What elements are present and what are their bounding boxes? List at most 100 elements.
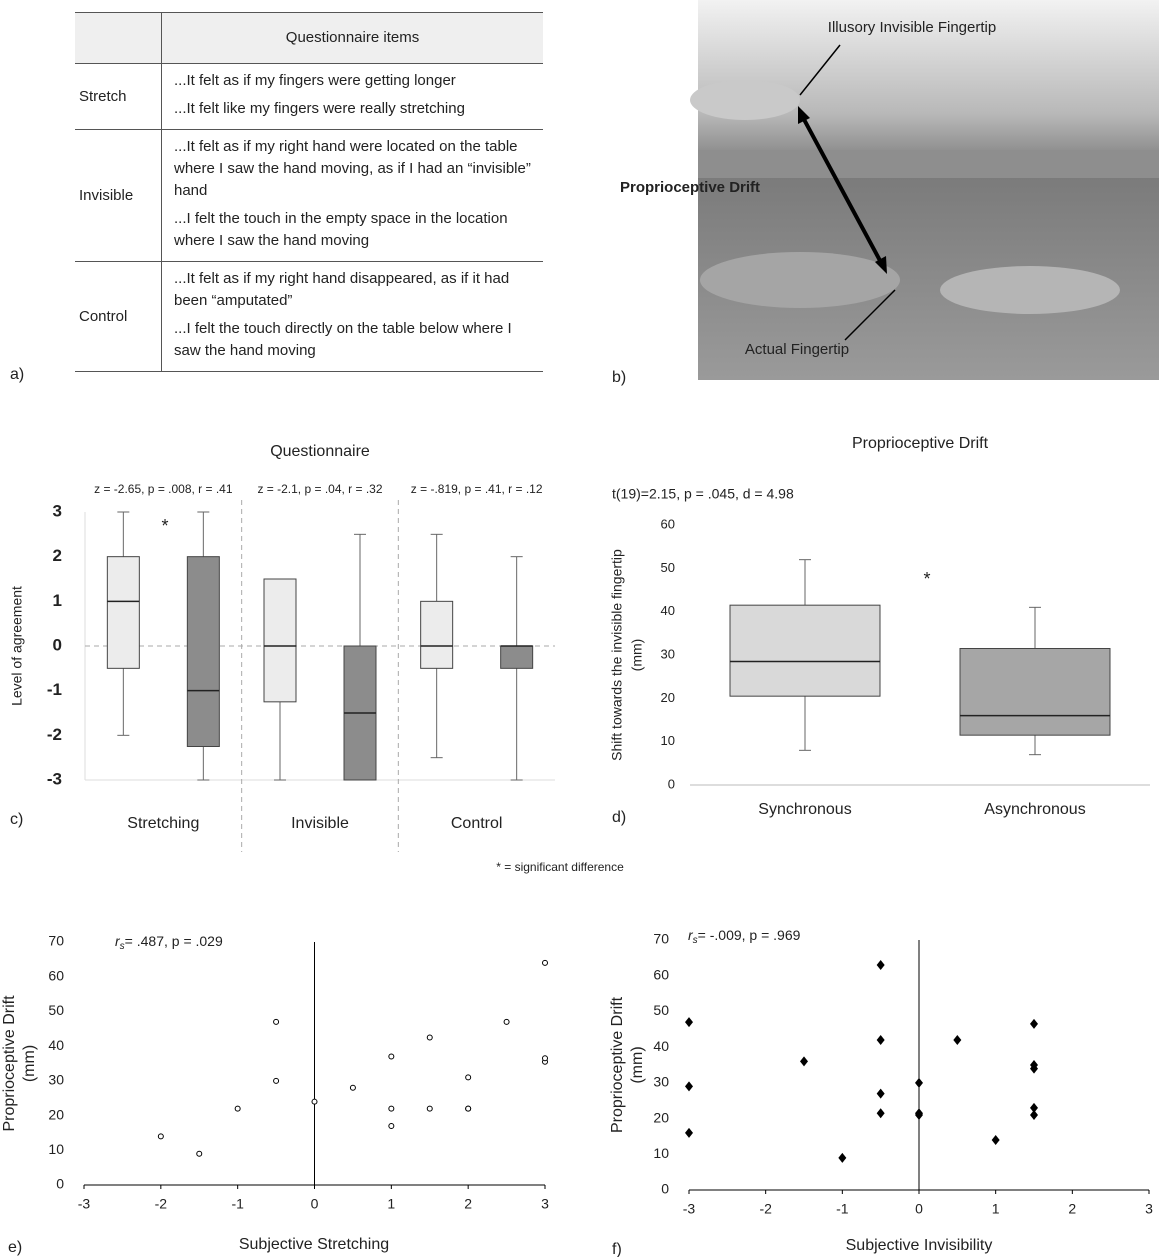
item: ...It felt as if my right hand disappear…	[174, 270, 510, 309]
x-tick-label: 0	[311, 1196, 319, 1212]
y-tick-label: 70	[653, 931, 669, 947]
y-tick-label: 20	[661, 690, 675, 705]
x-tick-label: 2	[1068, 1201, 1076, 1217]
point	[876, 1088, 885, 1099]
y-axis-label: Proprioceptive Drift	[609, 996, 626, 1133]
arrow-head	[875, 256, 887, 274]
table-row: Control ...It felt as if my right hand di…	[75, 261, 543, 372]
x-tick-label: 3	[1145, 1201, 1153, 1217]
label-pointer	[799, 44, 841, 96]
panel-label: b)	[612, 369, 626, 386]
y-tick-label: 2	[53, 546, 62, 565]
row-items: ...It felt as if my right hand were loca…	[161, 129, 543, 262]
x-tick-label: Invisible	[291, 815, 349, 832]
y-tick-label: 40	[661, 603, 675, 618]
row-label: Invisible	[75, 129, 162, 262]
arrow-head	[798, 106, 810, 124]
y-tick-label: 30	[653, 1074, 669, 1090]
point	[991, 1135, 1000, 1145]
box	[186, 556, 220, 748]
significance-mark: *	[161, 516, 168, 536]
point	[800, 1056, 808, 1067]
point	[1030, 1102, 1038, 1113]
y-tick-label: 1	[53, 591, 62, 610]
stat-text: = -.009, p = .969	[698, 927, 801, 943]
photo-label: Illusory Invisible Fingertip	[828, 19, 996, 36]
row-items: ...It felt as if my fingers were getting…	[161, 63, 543, 130]
stat-subscript: s	[120, 941, 125, 952]
annotation: t(19)=2.15, p = .045, d = 4.98	[612, 486, 794, 502]
stat-subscript: s	[693, 935, 698, 946]
x-tick-label: 2	[464, 1196, 472, 1212]
y-tick-label: 30	[661, 646, 675, 661]
note: * = significant difference	[496, 860, 624, 874]
point	[465, 1074, 472, 1081]
photo-label: Actual Fingertip	[745, 341, 849, 358]
point	[388, 1105, 395, 1112]
y-tick-label: 60	[653, 966, 669, 982]
point	[542, 1055, 548, 1062]
point	[426, 1034, 433, 1041]
stat-text: = .487, p = .029	[125, 933, 223, 949]
x-tick-label: Stretching	[127, 815, 199, 832]
y-tick-label: 0	[661, 1181, 669, 1197]
questionnaire-table: Questionnaire items Stretch ...It felt as…	[75, 12, 543, 372]
annotation: z = -2.1, p = .04, r = .32	[257, 482, 382, 496]
significance-mark: *	[923, 569, 930, 589]
x-tick-label: 1	[387, 1196, 395, 1212]
y-tick-label: 40	[653, 1038, 669, 1054]
point	[196, 1150, 203, 1157]
x-tick-label: -1	[231, 1196, 244, 1212]
x-tick-label: Synchronous	[758, 801, 851, 818]
x-tick-label: 3	[541, 1196, 549, 1212]
annotation: z = -2.65, p = .008, r = .41	[94, 482, 233, 496]
point	[1030, 1110, 1038, 1120]
y-tick-label: 60	[661, 516, 675, 531]
point	[542, 959, 548, 966]
point	[388, 1122, 395, 1129]
x-tick-label: 0	[915, 1201, 923, 1217]
point	[503, 1018, 510, 1025]
point	[876, 1035, 885, 1045]
x-tick-label: 1	[992, 1201, 1000, 1217]
x-axis-label: Subjective Stretching	[239, 1236, 389, 1253]
point	[157, 1133, 164, 1140]
box	[959, 648, 1111, 736]
y-axis-label: (mm)	[629, 1046, 646, 1083]
y-tick-label: 70	[48, 933, 64, 949]
item: ...I felt the touch directly on the tabl…	[174, 320, 512, 359]
x-tick-label: Asynchronous	[984, 801, 1085, 818]
y-tick-label: -3	[47, 769, 62, 788]
photo: Illusory Invisible Fingertip Propriocept…	[620, 0, 1159, 380]
y-tick-label: 50	[48, 1002, 64, 1018]
row-label: Control	[75, 261, 162, 372]
y-tick-label: 20	[653, 1109, 669, 1125]
box	[106, 556, 140, 669]
item: ...It felt as if my fingers were getting…	[174, 72, 456, 89]
box	[500, 645, 534, 669]
stat-symbol: r	[688, 927, 694, 943]
point	[388, 1053, 395, 1060]
photo-hand	[700, 252, 900, 308]
point	[1030, 1018, 1038, 1029]
point	[273, 1018, 280, 1025]
x-tick-label: -1	[836, 1201, 849, 1217]
table-row: Invisible ...It felt as if my right hand …	[75, 129, 543, 262]
photo-background	[698, 0, 1159, 380]
photo-hand	[690, 80, 800, 120]
y-tick-label: -2	[47, 725, 62, 744]
chart-title: Proprioceptive Drift	[852, 435, 989, 452]
table-header	[75, 12, 162, 64]
point	[685, 1081, 693, 1092]
point	[1030, 1063, 1038, 1074]
y-tick-label: 0	[56, 1176, 64, 1192]
point	[876, 1108, 885, 1119]
point	[915, 1110, 923, 1120]
point	[953, 1035, 962, 1045]
y-tick-label: 10	[661, 733, 675, 748]
y-axis-label: (mm)	[629, 639, 645, 672]
item: ...I felt the touch in the empty space i…	[174, 210, 508, 249]
point	[273, 1077, 280, 1084]
